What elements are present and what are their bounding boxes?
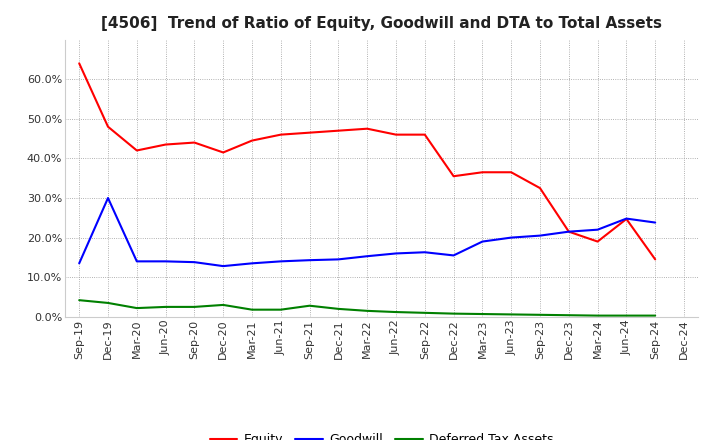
Goodwill <box>276 259 285 264</box>
Deferred Tax Assets <box>276 307 285 312</box>
Equity <box>392 132 400 137</box>
Deferred Tax Assets <box>420 310 429 315</box>
Deferred Tax Assets <box>651 313 660 318</box>
Goodwill <box>363 253 372 259</box>
Goodwill <box>75 260 84 266</box>
Goodwill <box>478 239 487 244</box>
Equity <box>420 132 429 137</box>
Equity <box>536 186 544 191</box>
Equity <box>478 169 487 175</box>
Deferred Tax Assets <box>392 309 400 315</box>
Line: Deferred Tax Assets: Deferred Tax Assets <box>79 300 655 315</box>
Deferred Tax Assets <box>305 303 314 308</box>
Deferred Tax Assets <box>334 306 343 312</box>
Deferred Tax Assets <box>536 312 544 317</box>
Deferred Tax Assets <box>507 312 516 317</box>
Goodwill <box>104 195 112 201</box>
Goodwill <box>507 235 516 240</box>
Deferred Tax Assets <box>161 304 170 310</box>
Equity <box>132 148 141 153</box>
Goodwill <box>593 227 602 232</box>
Line: Goodwill: Goodwill <box>79 198 655 266</box>
Title: [4506]  Trend of Ratio of Equity, Goodwill and DTA to Total Assets: [4506] Trend of Ratio of Equity, Goodwil… <box>101 16 662 32</box>
Goodwill <box>622 216 631 221</box>
Deferred Tax Assets <box>363 308 372 313</box>
Equity <box>104 124 112 129</box>
Equity <box>593 239 602 244</box>
Deferred Tax Assets <box>449 311 458 316</box>
Equity <box>219 150 228 155</box>
Equity <box>248 138 256 143</box>
Deferred Tax Assets <box>132 305 141 311</box>
Deferred Tax Assets <box>478 312 487 317</box>
Goodwill <box>132 259 141 264</box>
Goodwill <box>248 260 256 266</box>
Legend: Equity, Goodwill, Deferred Tax Assets: Equity, Goodwill, Deferred Tax Assets <box>204 429 559 440</box>
Goodwill <box>536 233 544 238</box>
Deferred Tax Assets <box>622 313 631 318</box>
Equity <box>334 128 343 133</box>
Equity <box>507 169 516 175</box>
Goodwill <box>190 260 199 265</box>
Goodwill <box>161 259 170 264</box>
Equity <box>75 61 84 66</box>
Equity <box>622 216 631 222</box>
Equity <box>564 229 573 234</box>
Goodwill <box>420 249 429 255</box>
Deferred Tax Assets <box>75 297 84 303</box>
Goodwill <box>651 220 660 225</box>
Goodwill <box>564 229 573 234</box>
Deferred Tax Assets <box>593 313 602 318</box>
Equity <box>363 126 372 131</box>
Equity <box>305 130 314 135</box>
Deferred Tax Assets <box>190 304 199 310</box>
Goodwill <box>449 253 458 258</box>
Equity <box>651 257 660 262</box>
Equity <box>161 142 170 147</box>
Goodwill <box>219 264 228 269</box>
Goodwill <box>392 251 400 256</box>
Deferred Tax Assets <box>104 300 112 305</box>
Equity <box>190 140 199 145</box>
Goodwill <box>305 257 314 263</box>
Equity <box>276 132 285 137</box>
Goodwill <box>334 257 343 262</box>
Deferred Tax Assets <box>564 312 573 318</box>
Deferred Tax Assets <box>248 307 256 312</box>
Equity <box>449 173 458 179</box>
Line: Equity: Equity <box>79 63 655 259</box>
Deferred Tax Assets <box>219 302 228 308</box>
